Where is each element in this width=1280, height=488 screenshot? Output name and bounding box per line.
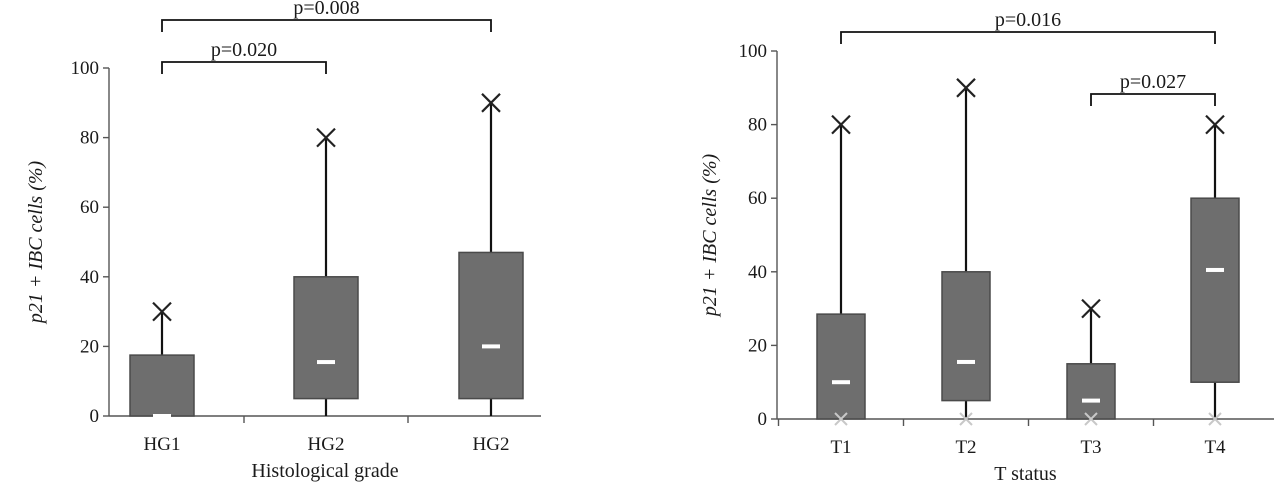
x-tick-label: HG2: [308, 434, 345, 455]
y-tick-label: 60: [80, 197, 99, 218]
p-value-label: p=0.008: [293, 0, 359, 19]
min-marker: [1208, 412, 1222, 426]
y-tick-label: 20: [748, 335, 767, 356]
bracket-line: [1090, 93, 1216, 106]
y-tick-label: 80: [748, 115, 767, 136]
y-tick-label: 0: [90, 406, 100, 427]
box-t3: [1066, 298, 1116, 426]
y-tick-label: 40: [80, 267, 99, 288]
p-value-label: p=0.016: [995, 9, 1061, 31]
p-value-label: p=0.027: [1120, 71, 1186, 93]
chart-t-status: 0 20 40 60 80 100 T1 T2 T3 T4 p=0.016 p=0.027 p21 + …: [699, 9, 1274, 485]
box-hg1: [129, 301, 195, 418]
box-body: [941, 271, 991, 402]
x-tick-label: HG1: [144, 434, 181, 455]
max-marker: [1081, 298, 1101, 319]
median-marker: [482, 344, 500, 349]
box-t1: [816, 114, 866, 426]
y-axis-title: p21 + IBC cells (%): [25, 160, 47, 325]
box-hg2: [458, 93, 524, 416]
max-marker: [481, 93, 501, 113]
y-tick-label: 40: [748, 262, 767, 283]
x-tick-label: T1: [830, 437, 851, 458]
bracket-line: [161, 19, 492, 32]
min-marker: [1084, 412, 1098, 426]
box-body: [129, 354, 195, 417]
box-hg2: [293, 127, 359, 416]
x-tick-label: HG2: [473, 434, 510, 455]
y-tick-label: 20: [80, 336, 99, 357]
box-body: [293, 276, 359, 400]
min-marker: [959, 412, 973, 426]
x-axis-title: Histological grade: [251, 460, 398, 482]
box-body: [816, 313, 866, 420]
max-marker: [831, 114, 851, 135]
max-marker: [956, 78, 976, 98]
median-marker: [832, 380, 850, 385]
box-t4: [1190, 114, 1240, 426]
y-tick-label: 100: [71, 58, 100, 79]
comparison-bracket: p=0.016: [840, 9, 1216, 44]
comparison-bracket: p=0.027: [1090, 71, 1216, 106]
box-body: [1190, 197, 1240, 383]
y-tick-label: 60: [748, 188, 767, 209]
min-marker: [834, 412, 848, 426]
median-marker: [317, 360, 335, 365]
y-tick-label: 100: [739, 41, 768, 62]
y-axis-title: p21 + IBC cells (%): [699, 153, 721, 318]
max-marker: [1205, 114, 1225, 135]
box-body: [1066, 363, 1116, 420]
comparison-bracket: p=0.020: [161, 39, 327, 74]
max-marker: [316, 127, 336, 148]
median-marker: [153, 414, 171, 418]
bracket-line: [161, 61, 327, 74]
box-body: [458, 251, 524, 400]
comparison-bracket: p=0.008: [161, 0, 492, 32]
max-marker: [152, 301, 172, 322]
p-value-label: p=0.020: [211, 39, 277, 61]
y-tick-label: 0: [758, 409, 768, 430]
x-tick-label: T2: [955, 437, 976, 458]
chart-histological-grade: 0 20 40 60 80 100 HG1 HG2 HG2 p=0.008 p=0.020 p21 +…: [25, 0, 541, 482]
median-marker: [1206, 267, 1224, 272]
x-axis-title: T status: [994, 463, 1057, 485]
x-tick-label: T4: [1204, 437, 1226, 458]
median-marker: [957, 359, 975, 364]
y-tick-label: 80: [80, 128, 99, 149]
bracket-line: [840, 31, 1216, 44]
box-t2: [941, 78, 991, 426]
x-tick-label: T3: [1080, 437, 1101, 458]
median-marker: [1082, 398, 1100, 403]
